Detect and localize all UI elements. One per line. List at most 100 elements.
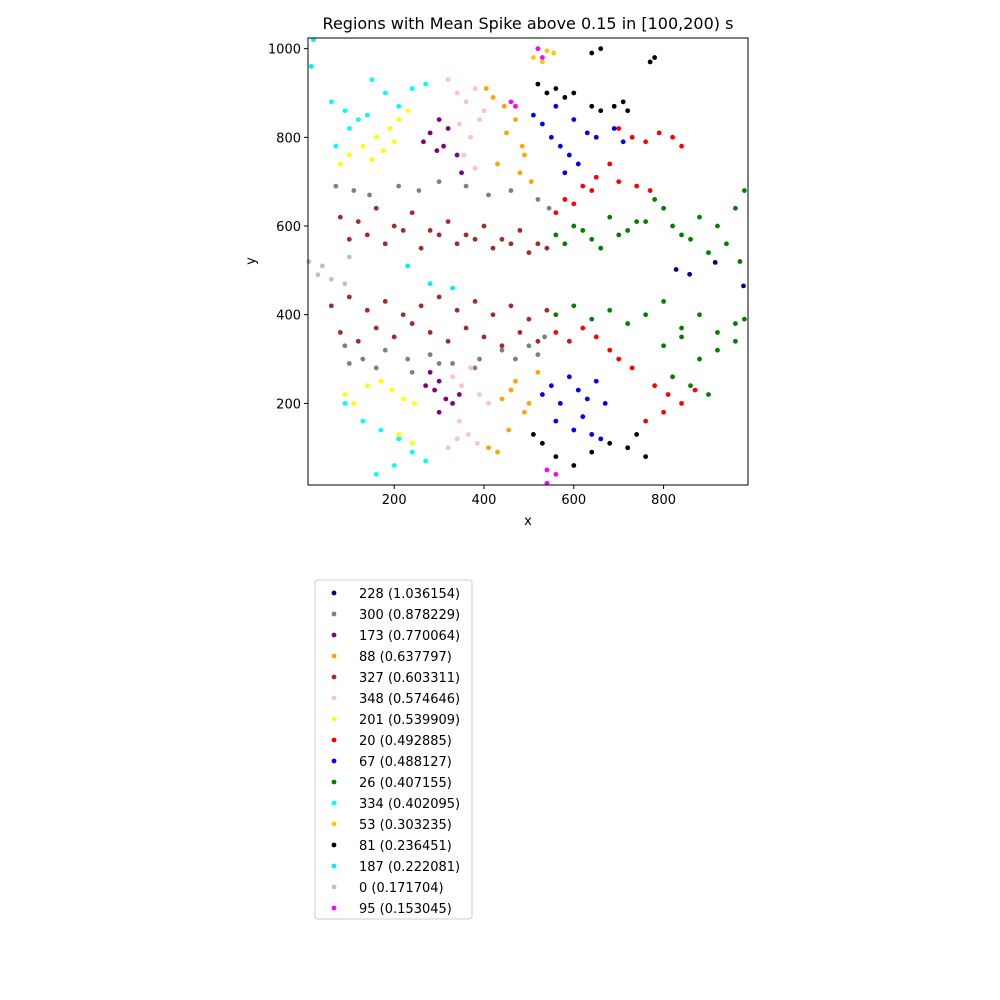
scatter-point	[495, 449, 500, 455]
scatter-point	[436, 294, 442, 300]
scatter-point	[409, 449, 415, 455]
scatter-point	[481, 334, 487, 340]
scatter-point	[539, 440, 545, 446]
scatter-point	[517, 330, 523, 335]
scatter-point	[616, 179, 622, 185]
scatter-point	[643, 219, 649, 224]
legend-marker	[331, 842, 337, 848]
series-6	[337, 108, 417, 446]
scatter-point	[355, 117, 361, 122]
scatter-point	[436, 117, 442, 122]
scatter-point	[589, 236, 595, 242]
series-14	[306, 254, 352, 287]
scatter-point	[450, 374, 455, 380]
x-tick-label: 800	[651, 493, 676, 508]
scatter-point	[589, 103, 595, 109]
scatter-point	[706, 392, 711, 397]
scatter-point	[445, 77, 451, 83]
scatter-point	[432, 387, 438, 393]
scatter-point	[553, 418, 559, 424]
scatter-point	[506, 427, 512, 433]
scatter-point	[423, 383, 429, 389]
legend-label: 348 (0.574646)	[359, 692, 460, 707]
y-tick-label: 600	[276, 220, 301, 235]
scatter-point	[661, 409, 666, 415]
scatter-point	[400, 396, 406, 402]
scatter-point	[679, 232, 684, 238]
scatter-point	[553, 454, 559, 460]
legend-entry: 327 (0.603311)	[331, 671, 460, 686]
legend-label: 26 (0.407155)	[359, 776, 452, 791]
scatter-point	[670, 374, 675, 380]
scatter-point	[742, 316, 747, 322]
scatter-point	[423, 458, 429, 464]
x-tick-label: 200	[382, 493, 407, 508]
scatter-point	[450, 401, 455, 406]
scatter-point	[625, 321, 631, 326]
scatter-point	[436, 361, 442, 366]
legend-entry: 0 (0.171704)	[331, 881, 444, 896]
scatter-point	[661, 205, 666, 211]
scatter-point	[517, 170, 523, 176]
scatter-point	[544, 48, 550, 54]
scatter-point	[477, 392, 482, 397]
scatter-point	[607, 214, 613, 220]
scatter-point	[427, 369, 433, 375]
scatter-point	[553, 210, 559, 216]
scatter-point	[443, 396, 449, 402]
scatter-point	[391, 463, 397, 468]
scatter-point	[580, 325, 586, 331]
scatter-point	[688, 383, 693, 389]
scatter-point	[692, 387, 698, 393]
scatter-point	[468, 134, 473, 140]
scatter-point	[416, 188, 422, 193]
series-5	[445, 77, 491, 451]
legend-label: 327 (0.603311)	[359, 671, 460, 686]
legend-label: 201 (0.539909)	[359, 713, 460, 728]
legend-label: 300 (0.878229)	[359, 608, 460, 623]
scatter-point	[656, 130, 662, 136]
scatter-point	[737, 259, 743, 264]
scatter-point	[742, 188, 747, 193]
scatter-point	[535, 338, 541, 344]
legend-marker	[331, 695, 337, 701]
y-tick-label: 200	[276, 397, 301, 412]
scatter-point	[364, 112, 370, 118]
scatter-point	[454, 241, 460, 247]
scatter-point	[562, 197, 568, 202]
scatter-points	[306, 37, 747, 486]
scatter-point	[486, 192, 491, 198]
scatter-point	[436, 378, 442, 384]
scatter-point	[535, 369, 541, 375]
legend-entry: 201 (0.539909)	[331, 713, 460, 728]
series-13	[308, 37, 455, 291]
scatter-point	[513, 378, 518, 384]
scatter-point	[427, 330, 433, 335]
scatter-point	[391, 334, 397, 340]
scatter-point	[589, 449, 595, 455]
scatter-point	[490, 245, 496, 251]
scatter-point	[369, 157, 375, 162]
scatter-point	[616, 232, 622, 238]
scatter-point	[697, 214, 702, 220]
scatter-point	[445, 219, 451, 224]
scatter-point	[553, 312, 559, 318]
scatter-point	[508, 99, 514, 105]
legend-label: 95 (0.153045)	[359, 902, 452, 917]
scatter-point	[373, 365, 379, 371]
scatter-point	[571, 427, 577, 433]
scatter-point	[459, 170, 464, 176]
series-2	[420, 117, 464, 415]
scatter-point	[477, 356, 482, 362]
legend-label: 173 (0.770064)	[359, 629, 460, 644]
scatter-point	[571, 303, 577, 309]
scatter-point	[360, 418, 366, 424]
scatter-point	[616, 126, 622, 131]
scatter-point	[346, 361, 352, 366]
scatter-point	[328, 303, 334, 309]
y-tick-label: 1000	[268, 43, 301, 58]
scatter-point	[450, 361, 455, 366]
scatter-point	[526, 343, 532, 349]
legend-marker	[331, 737, 337, 743]
scatter-point	[434, 148, 440, 154]
